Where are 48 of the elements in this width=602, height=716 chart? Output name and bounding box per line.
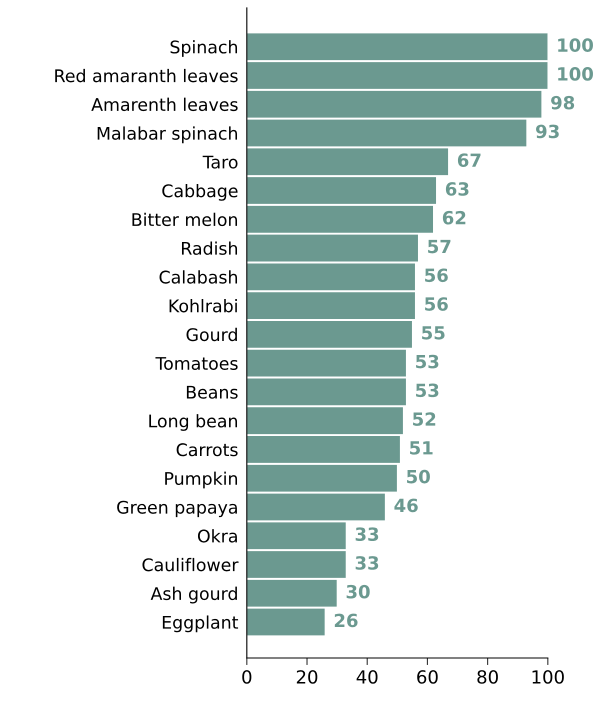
y-tick-label: Cabbage: [162, 184, 238, 201]
x-tick-label: 40: [356, 670, 378, 684]
data-label: 93: [536, 124, 559, 138]
data-label: 51: [410, 441, 433, 455]
data-label: 55: [422, 326, 445, 340]
data-label: 33: [356, 527, 378, 541]
data-label: 30: [346, 584, 370, 599]
data-label: 100: [558, 38, 593, 52]
data-label: 100: [558, 67, 593, 81]
y-tick-label: Bitter melon: [132, 212, 238, 226]
y-tick-label: Beans: [186, 386, 238, 399]
data-label: 67: [458, 153, 481, 168]
y-tick-label: Gourd: [186, 328, 237, 342]
x-tick-label: 80: [477, 670, 498, 684]
y-tick-label: Spinach: [170, 40, 238, 57]
y-tick-label: Calabash: [160, 270, 238, 284]
y-tick-label: Okra: [198, 529, 237, 543]
data-label: 62: [442, 210, 466, 225]
data-label: 63: [446, 182, 468, 196]
data-label: 50: [407, 470, 430, 484]
y-tick-label: Carrots: [176, 443, 238, 456]
y-tick-label: Eggplant: [162, 615, 238, 632]
x-tick-label: 0: [242, 670, 252, 684]
data-label: 98: [551, 96, 574, 110]
y-tick-label: Tomatoes: [155, 357, 238, 370]
x-tick-label: 100: [532, 670, 564, 684]
y-tick-label: Long bean: [149, 414, 238, 431]
y-tick-label: Red amaranth leaves: [55, 68, 238, 82]
y-tick-label: Green papaya: [117, 500, 237, 518]
data-label: 57: [428, 240, 450, 254]
x-tick-label: 20: [296, 670, 318, 684]
data-label: 53: [416, 354, 438, 368]
y-tick-label: Radish: [182, 241, 238, 255]
x-tick-label: 60: [417, 670, 438, 684]
data-label: 33: [356, 556, 378, 570]
data-label: 56: [425, 268, 448, 282]
y-tick-label: Ash gourd: [150, 586, 237, 604]
y-tick-label: Cauliflower: [142, 558, 238, 572]
data-label: 56: [425, 297, 448, 311]
y-tick-label: Taro: [202, 156, 238, 169]
y-tick-label: Amarenth leaves: [91, 98, 238, 112]
data-label: 53: [416, 383, 438, 398]
y-tick-label: Kohlrabi: [170, 299, 237, 312]
data-label: 52: [413, 412, 436, 426]
data-label: 26: [334, 614, 358, 628]
y-tick-label: Malabar spinach: [98, 126, 238, 144]
y-tick-label: Pumpkin: [165, 472, 238, 488]
data-label: 46: [394, 498, 418, 512]
